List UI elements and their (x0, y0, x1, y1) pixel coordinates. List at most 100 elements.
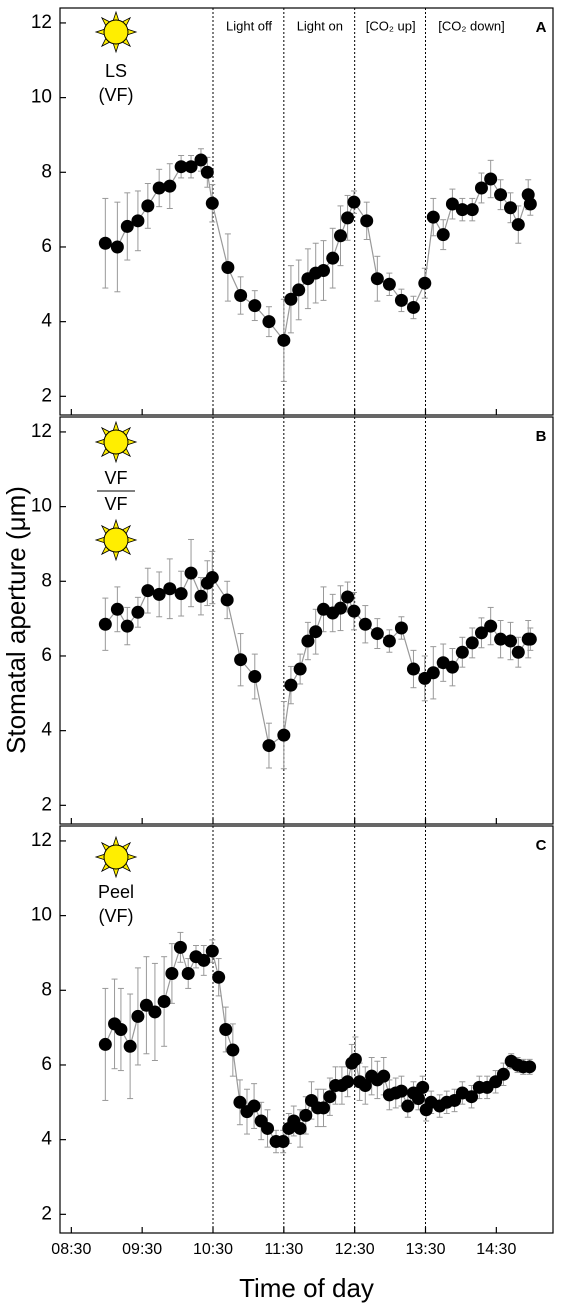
y-tick-label: 10 (31, 496, 52, 517)
marker (219, 1023, 233, 1036)
marker (299, 1108, 313, 1122)
marker (360, 214, 374, 228)
annotation: [CO₂ up] (366, 18, 416, 33)
annotation: Light on (297, 18, 343, 33)
marker (334, 601, 347, 615)
inset-label: VF (104, 468, 127, 488)
plot-frame (59, 825, 554, 1234)
marker (504, 634, 517, 648)
marker (226, 1043, 240, 1057)
marker (131, 1009, 145, 1023)
marker (152, 587, 166, 601)
y-tick-label: 12 (31, 12, 52, 33)
marker (205, 571, 219, 585)
x-tick-label: 14:30 (476, 1241, 516, 1258)
marker (341, 590, 355, 604)
panel-label: B (536, 428, 547, 445)
marker (406, 300, 420, 314)
marker (474, 181, 488, 195)
marker (205, 944, 219, 958)
marker (194, 589, 208, 603)
marker (110, 240, 124, 254)
marker (163, 582, 177, 596)
marker (347, 604, 361, 618)
sun-disc (103, 527, 129, 553)
y-tick-label: 6 (41, 236, 52, 257)
marker (165, 966, 179, 980)
inset-label: (VF) (99, 906, 134, 926)
marker (248, 299, 262, 313)
marker (184, 566, 198, 580)
marker (323, 1090, 337, 1104)
marker (234, 289, 248, 303)
marker (523, 1060, 537, 1074)
marker (200, 165, 214, 179)
marker (248, 670, 262, 684)
marker (382, 277, 396, 291)
marker (465, 636, 479, 650)
marker (247, 1099, 261, 1113)
marker (157, 994, 171, 1008)
marker (394, 293, 408, 307)
y-tick-label: 12 (31, 421, 52, 442)
marker (411, 1092, 425, 1106)
marker (293, 662, 307, 676)
marker (221, 261, 235, 275)
marker (426, 210, 440, 224)
marker (141, 584, 155, 598)
panel-label: A (536, 19, 547, 36)
y-tick-label: 8 (41, 161, 52, 182)
sun-disc (103, 429, 129, 455)
marker (292, 283, 306, 297)
x-tick-label: 09:30 (122, 1241, 162, 1258)
marker (152, 181, 166, 195)
marker (348, 1052, 362, 1066)
marker (504, 201, 517, 215)
marker (98, 617, 112, 631)
marker (494, 188, 508, 202)
sun-disc (103, 844, 129, 870)
marker (334, 229, 347, 243)
y-tick-label: 8 (41, 570, 52, 591)
marker (234, 653, 248, 667)
marker (141, 199, 155, 213)
x-tick-label: 10:30 (193, 1241, 233, 1258)
marker (406, 662, 420, 676)
marker (277, 333, 291, 347)
marker (370, 272, 384, 286)
marker (284, 678, 298, 692)
marker (293, 1121, 307, 1135)
sun-icon (94, 518, 138, 562)
marker (120, 219, 134, 233)
marker (131, 214, 145, 228)
marker (484, 619, 498, 633)
y-tick-label: 6 (41, 645, 52, 666)
y-tick-label: 10 (31, 905, 52, 926)
marker (523, 197, 537, 211)
sun-icon (94, 420, 138, 464)
marker (163, 179, 177, 193)
marker (418, 276, 432, 290)
y-tick-label: 8 (41, 979, 52, 1000)
marker (184, 160, 198, 174)
y-axis-label: Stomatal aperture (μm) (1, 486, 31, 754)
y-tick-label: 2 (41, 794, 52, 815)
plot-frame (59, 7, 554, 416)
marker (120, 619, 134, 633)
y-tick-label: 4 (41, 1129, 52, 1150)
marker (220, 593, 234, 607)
y-tick-label: 6 (41, 1054, 52, 1075)
y-tick-label: 4 (41, 720, 52, 741)
marker (98, 1037, 112, 1051)
marker (181, 966, 195, 980)
marker (426, 666, 440, 680)
marker (347, 195, 361, 209)
marker (511, 218, 525, 232)
marker (382, 634, 396, 648)
marker (110, 602, 124, 616)
marker (194, 153, 208, 167)
marker (309, 625, 323, 639)
marker (401, 1099, 415, 1113)
marker (511, 645, 525, 659)
marker (394, 1084, 408, 1098)
